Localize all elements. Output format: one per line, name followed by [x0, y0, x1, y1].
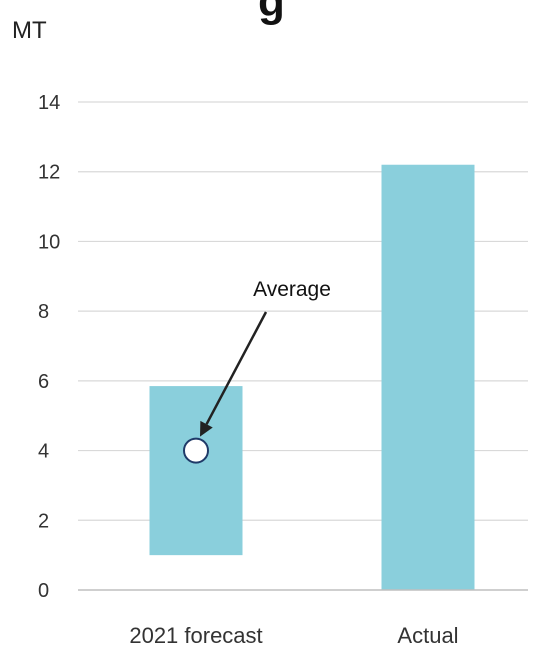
y-tick-labels: 0 2 4 6 8 10 12 14 — [38, 92, 60, 602]
y-tick-label: 0 — [38, 580, 49, 602]
category-labels: 2021 forecast Actual — [129, 623, 458, 648]
category-label: Actual — [397, 623, 458, 648]
y-tick-label: 2 — [38, 510, 49, 532]
y-tick-label: 14 — [38, 92, 60, 114]
bar-actual — [381, 164, 475, 590]
average-marker — [183, 437, 209, 464]
y-tick-label: 8 — [38, 301, 49, 323]
bar-forecast — [149, 386, 243, 556]
bars — [149, 164, 475, 590]
category-label: 2021 forecast — [129, 623, 262, 648]
average-annotation-label: Average — [253, 278, 331, 301]
y-tick-label: 6 — [38, 371, 49, 393]
y-tick-label: 10 — [38, 231, 60, 253]
y-axis-unit-label: MT — [12, 17, 47, 44]
y-tick-label: 12 — [38, 162, 60, 184]
chart-title-fragment: g — [258, 0, 285, 26]
y-tick-label: 4 — [38, 441, 49, 463]
average-arrow-head — [200, 420, 213, 437]
average-arrow-line — [205, 311, 268, 425]
